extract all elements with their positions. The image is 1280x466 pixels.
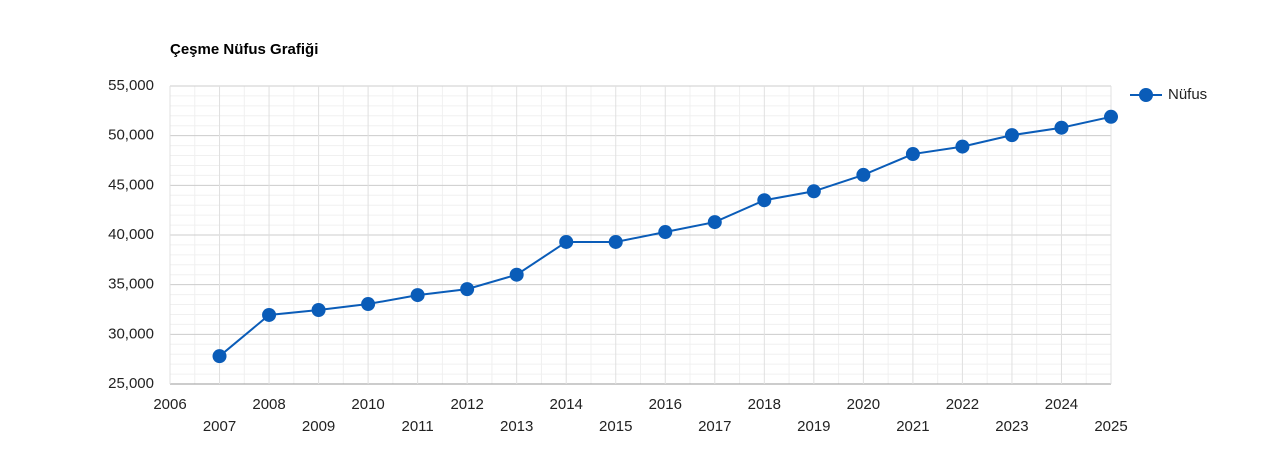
chart-title: Çeşme Nüfus Grafiği [170,41,318,58]
y-tick-label: 35,000 [108,276,154,293]
x-tick-label: 2019 [797,418,830,435]
x-tick-label: 2023 [995,418,1028,435]
x-tick-label: 2025 [1094,418,1127,435]
data-point [460,282,475,297]
data-point [262,307,277,322]
data-point [1004,128,1019,143]
x-tick-label: 2022 [946,396,979,413]
x-tick-label: 2020 [847,396,880,413]
data-point [559,234,574,249]
data-point [806,184,821,199]
data-point [658,225,673,240]
data-point [707,215,722,230]
x-tick-label: 2007 [203,418,236,435]
x-tick-label: 2024 [1045,396,1078,413]
data-point [509,267,524,282]
data-point [1054,120,1069,135]
x-tick-label: 2014 [550,396,583,413]
x-tick-label: 2018 [748,396,781,413]
x-tick-label: 2011 [401,418,433,435]
data-point [856,167,871,182]
y-tick-label: 50,000 [108,127,154,144]
data-point [410,288,425,303]
x-tick-label: 2010 [351,396,384,413]
x-tick-label: 2017 [698,418,731,435]
data-point [955,139,970,154]
x-tick-label: 2016 [649,396,682,413]
data-point [905,147,920,162]
legend-label: Nüfus [1168,86,1207,103]
data-point [212,349,227,364]
x-tick-label: 2012 [450,396,483,413]
y-tick-label: 25,000 [108,375,154,392]
data-point [757,193,772,208]
legend-marker [1139,88,1153,102]
y-tick-label: 40,000 [108,226,154,243]
y-tick-label: 45,000 [108,176,154,193]
x-tick-label: 2006 [153,396,186,413]
data-point [361,297,376,312]
data-point [1104,109,1118,124]
x-tick-label: 2021 [896,418,929,435]
x-tick-label: 2013 [500,418,533,435]
y-tick-label: 30,000 [108,325,154,342]
x-tick-label: 2015 [599,418,632,435]
x-tick-label: 2008 [252,396,285,413]
data-point [311,302,326,317]
data-point [608,234,623,249]
x-tick-label: 2009 [302,418,335,435]
y-tick-label: 55,000 [108,77,154,94]
